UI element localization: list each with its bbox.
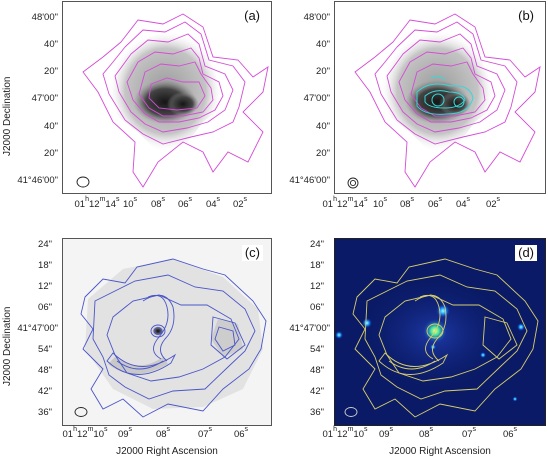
- x-tick: 06s: [427, 196, 443, 210]
- x-tick: 10s: [372, 196, 388, 210]
- panel-a: (a) J2000 Declination 48'00" 40" 20" 47'…: [0, 0, 274, 231]
- x-tick: 08s: [399, 196, 415, 210]
- panel-c-label: (c): [241, 245, 263, 261]
- panel-c-xlabel: J2000 Right Ascension: [116, 446, 218, 457]
- source: [480, 352, 486, 358]
- x-tick: 08s: [155, 426, 171, 440]
- beam-ellipse-inner: [349, 179, 357, 187]
- y-tick: 41°47'00": [17, 323, 58, 334]
- y-tick: 41°46'00": [289, 175, 330, 186]
- x-tick: 08s: [150, 196, 166, 210]
- panel-c: (c) J2000 Declination 24" 18" 12" 06" 41…: [0, 232, 274, 463]
- y-tick: 20": [44, 66, 58, 77]
- y-tick: 48": [310, 365, 324, 376]
- x-tick: 01h12m14s: [322, 196, 368, 210]
- beam-ellipse: [344, 407, 358, 417]
- y-tick: 24": [310, 239, 324, 250]
- x-tick: 10s: [122, 196, 138, 210]
- x-tick: 06s: [502, 426, 518, 440]
- x-tick: 07s: [461, 426, 477, 440]
- y-tick: 48'00": [303, 12, 330, 23]
- x-tick: 08s: [418, 426, 434, 440]
- panel-b: (b) 48'00" 40" 20" 47'00" 40" 20" 41°46'…: [274, 0, 548, 231]
- x-tick: 02s: [232, 196, 248, 210]
- y-tick: 40": [44, 121, 58, 132]
- x-tick: 07s: [197, 426, 213, 440]
- emission-knot: [439, 92, 471, 116]
- y-tick: 36": [38, 407, 52, 418]
- y-tick: 20": [316, 148, 330, 159]
- panel-b-plot: (b): [334, 1, 546, 194]
- y-tick: 47'00": [303, 93, 330, 104]
- panel-b-image: [335, 2, 545, 193]
- x-tick: 09s: [117, 426, 133, 440]
- panel-a-plot: (a): [62, 1, 272, 194]
- y-tick: 36": [310, 407, 324, 418]
- source: [512, 396, 518, 402]
- emission-knot: [167, 92, 199, 116]
- x-tick: 01h12m10s: [62, 426, 108, 440]
- panel-c-plot: (c): [62, 238, 272, 426]
- y-tick: 47'00": [31, 93, 58, 104]
- y-tick: 12": [38, 281, 52, 292]
- x-tick: 04s: [455, 196, 471, 210]
- x-tick: 09s: [378, 426, 394, 440]
- x-tick: 06s: [233, 426, 249, 440]
- source: [436, 304, 450, 318]
- y-tick: 41°46'00": [17, 175, 58, 186]
- source: [335, 331, 343, 339]
- x-tick: 01h12m10s: [322, 426, 368, 440]
- x-tick: 01h12m14s: [74, 196, 120, 210]
- y-tick: 06": [310, 302, 324, 313]
- y-tick: 18": [310, 260, 324, 271]
- emission-arc: [108, 357, 168, 374]
- y-tick: 06": [38, 302, 52, 313]
- beam-ellipse: [74, 407, 88, 417]
- panel-d-plot: (d): [334, 238, 546, 426]
- panel-d-image: [335, 239, 545, 425]
- panel-d: (d) 24" 18" 12" 06" 41°47'00" 54" 48" 42…: [274, 232, 548, 463]
- y-tick: 42": [310, 386, 324, 397]
- y-tick: 24": [38, 239, 52, 250]
- x-tick: 02s: [485, 196, 501, 210]
- panel-c-image: [63, 239, 271, 425]
- panel-b-label: (b): [515, 8, 537, 24]
- panel-a-image: [63, 2, 271, 193]
- y-tick: 12": [310, 281, 324, 292]
- panel-b-overlay-contours: [416, 75, 474, 115]
- panel-a-label: (a): [241, 8, 263, 24]
- panel-b-contours: [354, 13, 541, 188]
- y-tick: 40": [316, 121, 330, 132]
- beam-ellipse: [76, 176, 90, 188]
- panel-a-contours: [82, 13, 269, 188]
- y-tick: 20": [44, 148, 58, 159]
- y-tick: 48'00": [31, 12, 58, 23]
- panel-c-contours: [80, 258, 267, 418]
- source: [362, 318, 372, 328]
- panel-a-ylabel: J2000 Declination: [2, 76, 13, 157]
- y-tick: 42": [38, 386, 52, 397]
- panel-d-label: (d): [515, 245, 537, 261]
- y-tick: 40": [44, 39, 58, 50]
- panel-d-contours: [352, 258, 539, 418]
- x-tick: 06s: [177, 196, 193, 210]
- y-tick: 18": [38, 260, 52, 271]
- y-tick: 48": [38, 365, 52, 376]
- y-tick: 41°47'00": [289, 323, 330, 334]
- y-tick: 40": [316, 39, 330, 50]
- y-tick: 54": [310, 344, 324, 355]
- panel-d-xlabel: J2000 Right Ascension: [389, 446, 491, 457]
- y-tick: 20": [316, 66, 330, 77]
- x-tick: 04s: [205, 196, 221, 210]
- y-tick: 54": [38, 344, 52, 355]
- source: [517, 323, 525, 331]
- beam-ellipse: [347, 177, 359, 189]
